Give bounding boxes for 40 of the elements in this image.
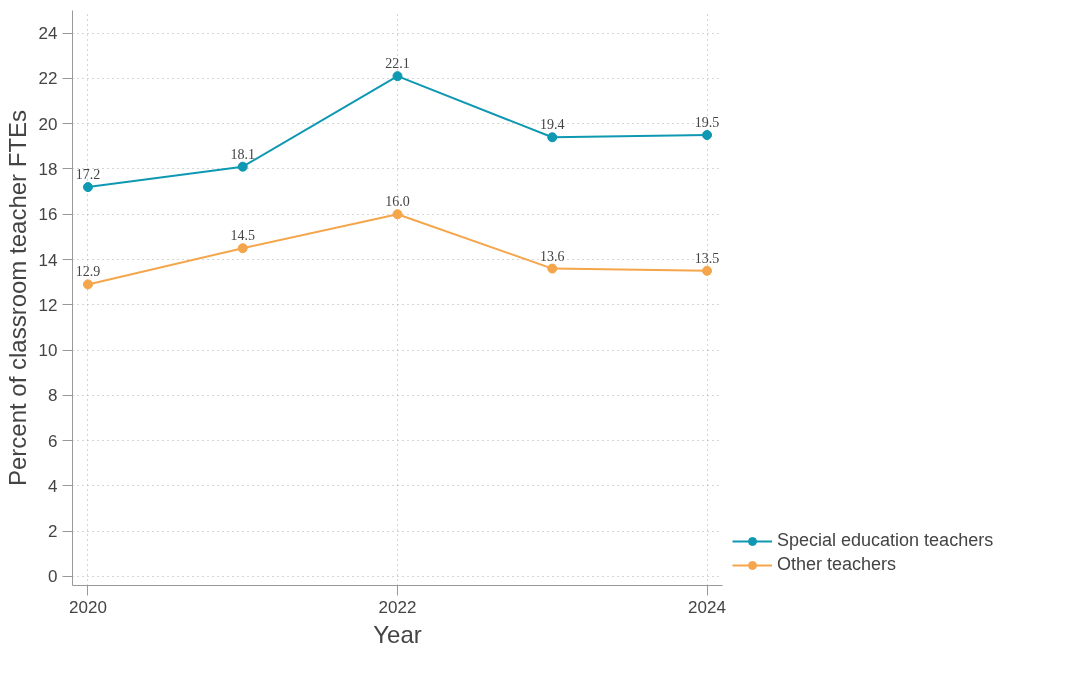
legend-label: Special education teachers — [777, 530, 994, 551]
point — [392, 71, 403, 82]
y-tick-label: 4 — [48, 476, 58, 496]
data-label: 14.5 — [230, 228, 255, 244]
point — [547, 263, 558, 274]
y-tick-label: 20 — [38, 114, 58, 134]
y-tick-label: 6 — [48, 431, 58, 451]
data-label: 12.9 — [75, 264, 101, 280]
point — [547, 132, 558, 143]
data-label: 18.1 — [230, 146, 255, 162]
x-axis-title: Year — [373, 620, 422, 648]
data-label: 19.4 — [540, 117, 565, 133]
x-tick-label: 2020 — [69, 597, 107, 617]
data-label: 19.5 — [694, 115, 720, 131]
data-label: 22.1 — [385, 56, 410, 72]
data-label: 16.0 — [385, 194, 410, 210]
point — [237, 243, 248, 254]
point — [237, 161, 248, 172]
point — [702, 130, 713, 140]
y-tick-label: 12 — [38, 295, 58, 315]
y-tick-label: 0 — [48, 567, 58, 587]
y-tick-label: 14 — [38, 250, 58, 270]
point — [702, 265, 713, 276]
y-tick-label: 16 — [38, 205, 58, 225]
y-tick-label: 8 — [48, 386, 58, 406]
point — [392, 209, 403, 220]
y-tick-label: 2 — [48, 522, 58, 542]
point — [82, 182, 93, 193]
data-label: 17.2 — [75, 167, 101, 183]
point — [82, 279, 93, 290]
x-tick-label: 2022 — [378, 597, 417, 617]
y-tick-label: 18 — [38, 159, 58, 179]
x-tick-label: 2024 — [688, 597, 726, 617]
y-axis-title: Percent of classroom teacher FTEs — [3, 109, 31, 487]
y-tick-label: 24 — [38, 24, 58, 44]
y-tick-label: 10 — [38, 341, 58, 361]
data-label: 13.6 — [540, 248, 565, 264]
y-tick-label: 22 — [38, 69, 58, 89]
data-label: 13.5 — [694, 250, 720, 266]
legend-label: Other teachers — [777, 554, 897, 575]
